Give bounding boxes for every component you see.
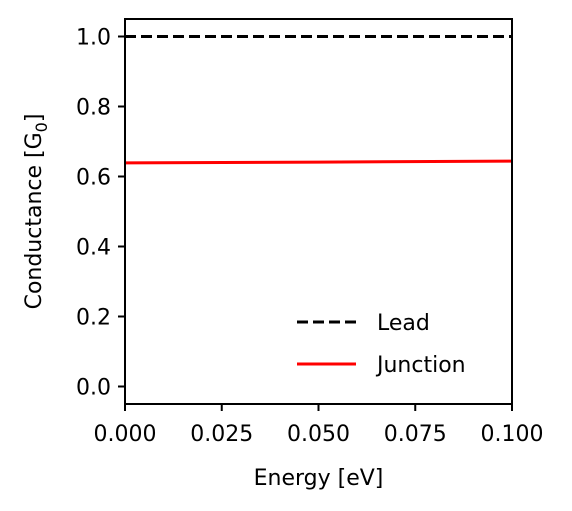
y-tick-label: 1.0 [76, 26, 111, 51]
y-tick-label: 0.4 [76, 236, 111, 261]
x-tick-label: 0.075 [384, 422, 447, 447]
legend: Lead Junction [297, 311, 466, 378]
plot-area-frame [124, 18, 513, 405]
y-tick-label: 0.0 [76, 376, 111, 401]
legend-label-lead: Lead [377, 311, 430, 336]
x-tick-label: 0.000 [94, 422, 157, 447]
legend-label-junction: Junction [375, 353, 466, 378]
x-axis-label: Energy [eV] [254, 466, 384, 491]
y-axis: 0.0 0.2 0.4 0.6 0.8 1.0 [76, 26, 125, 401]
x-tick-label: 0.025 [190, 422, 253, 447]
series-layer [124, 35, 513, 165]
x-axis: 0.000 0.025 0.050 0.075 0.100 [94, 404, 544, 447]
x-tick-label: 0.050 [287, 422, 350, 447]
x-tick-label: 0.100 [481, 422, 544, 447]
y-axis-label: Conductance [G0] [22, 114, 51, 310]
y-tick-label: 0.8 [76, 96, 111, 121]
y-tick-label: 0.2 [76, 306, 111, 331]
y-tick-label: 0.6 [76, 166, 111, 191]
series-line-junction [124, 159, 513, 165]
